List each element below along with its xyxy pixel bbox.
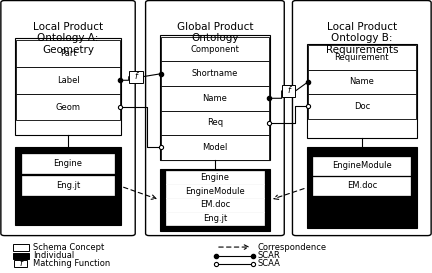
Text: SCAR: SCAR: [257, 251, 280, 260]
Bar: [161, 37, 269, 61]
Bar: [22, 154, 114, 173]
Text: f: f: [287, 87, 290, 95]
Bar: [16, 94, 120, 120]
Bar: [308, 45, 416, 70]
Text: Geom: Geom: [56, 103, 80, 111]
Text: Local Product
Ontology B:
Requirements: Local Product Ontology B: Requirements: [326, 22, 398, 55]
Bar: [16, 40, 120, 67]
Text: Model: Model: [202, 143, 228, 152]
Text: Req: Req: [207, 118, 223, 127]
Text: Matching Function: Matching Function: [33, 259, 110, 268]
Bar: [313, 157, 410, 175]
Text: Schema Concept: Schema Concept: [33, 243, 104, 251]
Bar: [160, 35, 270, 160]
Text: Eng.jt: Eng.jt: [56, 181, 80, 189]
Bar: [15, 147, 121, 225]
Text: f: f: [134, 72, 137, 81]
Bar: [13, 253, 29, 259]
Bar: [307, 147, 417, 228]
FancyBboxPatch shape: [146, 1, 284, 236]
Text: Requirement: Requirement: [334, 53, 389, 62]
Bar: [166, 171, 264, 184]
Bar: [166, 184, 264, 198]
Bar: [166, 212, 264, 225]
Text: Engine: Engine: [54, 159, 83, 168]
Bar: [13, 244, 29, 251]
Bar: [22, 176, 114, 195]
Text: Component: Component: [191, 45, 239, 54]
Bar: [307, 44, 417, 138]
Bar: [161, 61, 269, 86]
Bar: [166, 198, 264, 212]
Text: Eng.jt: Eng.jt: [203, 214, 227, 223]
Bar: [15, 38, 121, 135]
Text: Engine: Engine: [200, 173, 229, 182]
Bar: [161, 135, 269, 160]
Text: SCAA: SCAA: [257, 259, 280, 268]
Text: Global Product
Ontology: Global Product Ontology: [177, 22, 253, 43]
Text: EM.doc: EM.doc: [346, 181, 377, 190]
Text: EM.doc: EM.doc: [200, 200, 230, 209]
Text: Label: Label: [57, 76, 79, 85]
Bar: [129, 71, 143, 83]
Bar: [308, 70, 416, 94]
Bar: [160, 169, 270, 231]
FancyBboxPatch shape: [1, 1, 135, 236]
Bar: [161, 86, 269, 111]
Bar: [16, 67, 120, 94]
Bar: [308, 94, 416, 119]
Text: EngineModule: EngineModule: [332, 161, 392, 170]
Text: Correspondence: Correspondence: [257, 243, 326, 251]
Text: f: f: [19, 259, 22, 268]
Bar: [161, 111, 269, 135]
Text: Name: Name: [349, 78, 374, 86]
Bar: [14, 260, 27, 267]
Text: Shortname: Shortname: [192, 69, 238, 78]
FancyBboxPatch shape: [292, 1, 431, 236]
Text: Part: Part: [60, 49, 76, 58]
Text: Individual: Individual: [33, 251, 74, 260]
Text: Name: Name: [203, 94, 227, 103]
Text: Local Product
Ontology A:
Geometry: Local Product Ontology A: Geometry: [33, 22, 103, 55]
Text: EngineModule: EngineModule: [185, 187, 245, 195]
Text: Doc: Doc: [354, 102, 370, 111]
Bar: [282, 85, 295, 97]
Bar: [313, 177, 410, 195]
